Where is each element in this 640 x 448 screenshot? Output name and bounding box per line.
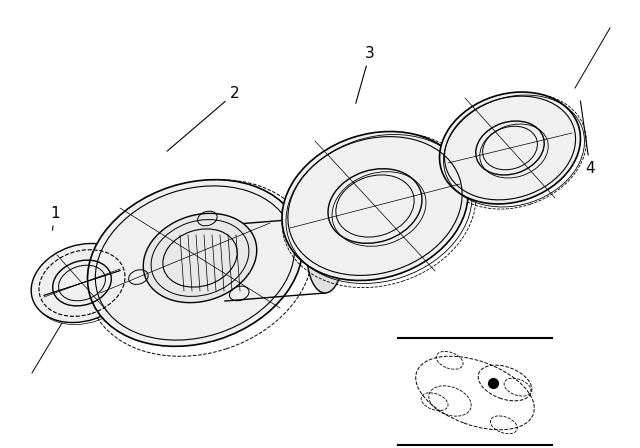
- Ellipse shape: [282, 132, 468, 280]
- Text: 1: 1: [50, 206, 60, 230]
- Text: 2: 2: [167, 86, 240, 151]
- Ellipse shape: [440, 92, 580, 204]
- Text: 3: 3: [356, 46, 375, 103]
- Text: 4: 4: [580, 101, 595, 176]
- Ellipse shape: [307, 217, 343, 293]
- Ellipse shape: [88, 180, 303, 346]
- Ellipse shape: [31, 243, 133, 323]
- Ellipse shape: [143, 213, 257, 303]
